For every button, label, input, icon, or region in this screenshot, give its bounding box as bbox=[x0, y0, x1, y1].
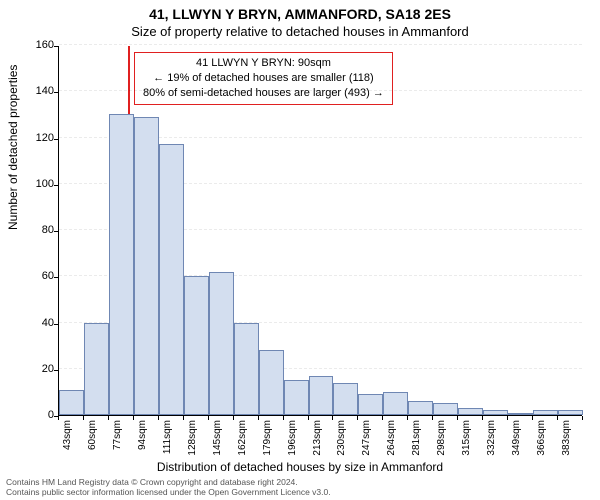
histogram-bar bbox=[458, 408, 483, 415]
annotation-box: 41 LLWYN Y BRYN: 90sqm ← 19% of detached… bbox=[134, 52, 393, 105]
x-tick-mark bbox=[457, 416, 458, 420]
x-tick-label: 366sqm bbox=[536, 420, 547, 480]
x-tick-mark bbox=[357, 416, 358, 420]
histogram-bar bbox=[508, 413, 533, 415]
y-tick-mark bbox=[54, 231, 58, 232]
x-tick-label: 77sqm bbox=[112, 420, 123, 480]
x-tick-mark bbox=[283, 416, 284, 420]
x-tick-mark bbox=[108, 416, 109, 420]
histogram-bar bbox=[59, 390, 84, 415]
x-tick-mark bbox=[58, 416, 59, 420]
y-tick-label: 120 bbox=[14, 132, 54, 144]
chart-title-address: 41, LLWYN Y BRYN, AMMANFORD, SA18 2ES bbox=[0, 6, 600, 22]
y-tick-mark bbox=[54, 324, 58, 325]
y-tick-label: 60 bbox=[14, 270, 54, 282]
x-tick-mark bbox=[183, 416, 184, 420]
x-tick-label: 43sqm bbox=[62, 420, 73, 480]
x-tick-label: 315sqm bbox=[461, 420, 472, 480]
histogram-bar bbox=[134, 117, 159, 415]
x-tick-label: 247sqm bbox=[361, 420, 372, 480]
y-tick-mark bbox=[54, 139, 58, 140]
histogram-bar bbox=[184, 276, 209, 415]
x-tick-mark bbox=[83, 416, 84, 420]
gridline bbox=[59, 44, 582, 45]
x-tick-label: 94sqm bbox=[137, 420, 148, 480]
x-tick-label: 196sqm bbox=[287, 420, 298, 480]
y-tick-mark bbox=[54, 277, 58, 278]
x-tick-label: 298sqm bbox=[436, 420, 447, 480]
histogram-bar bbox=[159, 144, 184, 415]
annotation-line1: 41 LLWYN Y BRYN: 90sqm bbox=[143, 56, 384, 71]
x-tick-mark bbox=[208, 416, 209, 420]
histogram-bar bbox=[433, 403, 458, 415]
x-tick-mark bbox=[332, 416, 333, 420]
y-tick-label: 80 bbox=[14, 224, 54, 236]
y-tick-mark bbox=[54, 370, 58, 371]
histogram-bar bbox=[309, 376, 334, 415]
histogram-bar bbox=[533, 410, 558, 415]
histogram-bar bbox=[383, 392, 408, 415]
x-tick-label: 60sqm bbox=[87, 420, 98, 480]
histogram-bar bbox=[209, 272, 234, 415]
y-tick-label: 20 bbox=[14, 363, 54, 375]
y-tick-label: 140 bbox=[14, 85, 54, 97]
histogram-bar bbox=[284, 380, 309, 415]
histogram-bar bbox=[109, 114, 134, 415]
x-tick-mark bbox=[158, 416, 159, 420]
x-tick-mark bbox=[532, 416, 533, 420]
x-tick-mark bbox=[482, 416, 483, 420]
y-tick-label: 0 bbox=[14, 409, 54, 421]
y-tick-mark bbox=[54, 46, 58, 47]
y-tick-label: 160 bbox=[14, 39, 54, 51]
y-tick-mark bbox=[54, 92, 58, 93]
x-tick-label: 281sqm bbox=[411, 420, 422, 480]
footer-attribution: Contains HM Land Registry data © Crown c… bbox=[6, 478, 331, 498]
x-tick-mark bbox=[133, 416, 134, 420]
y-tick-label: 100 bbox=[14, 178, 54, 190]
x-tick-mark bbox=[258, 416, 259, 420]
histogram-bar bbox=[358, 394, 383, 415]
gridline bbox=[59, 90, 582, 91]
x-tick-mark bbox=[308, 416, 309, 420]
x-tick-mark bbox=[407, 416, 408, 420]
y-tick-mark bbox=[54, 185, 58, 186]
x-tick-label: 332sqm bbox=[486, 420, 497, 480]
y-tick-label: 40 bbox=[14, 317, 54, 329]
x-tick-label: 179sqm bbox=[262, 420, 273, 480]
histogram-bar bbox=[84, 323, 109, 416]
x-tick-mark bbox=[432, 416, 433, 420]
chart-subtitle: Size of property relative to detached ho… bbox=[0, 24, 600, 39]
histogram-bar bbox=[333, 383, 358, 415]
histogram-bar bbox=[483, 410, 508, 415]
x-tick-mark bbox=[557, 416, 558, 420]
histogram-bar bbox=[259, 350, 284, 415]
x-tick-label: 213sqm bbox=[312, 420, 323, 480]
footer-line2: Contains public sector information licen… bbox=[6, 488, 331, 498]
x-tick-mark bbox=[233, 416, 234, 420]
x-tick-mark bbox=[582, 416, 583, 420]
histogram-bar bbox=[234, 323, 259, 416]
x-tick-label: 264sqm bbox=[386, 420, 397, 480]
x-tick-label: 145sqm bbox=[212, 420, 223, 480]
annotation-line3: 80% of semi-detached houses are larger (… bbox=[143, 86, 384, 101]
x-tick-label: 230sqm bbox=[336, 420, 347, 480]
x-tick-label: 111sqm bbox=[162, 420, 173, 480]
plot-area: 41 LLWYN Y BRYN: 90sqm ← 19% of detached… bbox=[58, 46, 582, 416]
x-tick-label: 349sqm bbox=[511, 420, 522, 480]
x-tick-label: 128sqm bbox=[187, 420, 198, 480]
x-tick-label: 383sqm bbox=[561, 420, 572, 480]
annotation-line2: ← 19% of detached houses are smaller (11… bbox=[143, 71, 384, 86]
x-tick-mark bbox=[507, 416, 508, 420]
histogram-bar bbox=[408, 401, 433, 415]
x-tick-mark bbox=[382, 416, 383, 420]
histogram-bar bbox=[558, 410, 583, 415]
x-tick-label: 162sqm bbox=[237, 420, 248, 480]
